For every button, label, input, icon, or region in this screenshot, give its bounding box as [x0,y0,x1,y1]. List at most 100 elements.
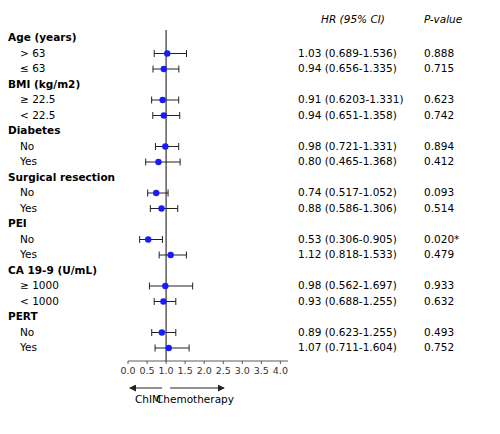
x-tick [147,361,148,364]
ci-cap [186,50,187,57]
p-text: 0.020* [424,233,459,245]
p-text: 0.888 [424,47,454,59]
hr-text: 1.07 (0.711-1.604) [298,341,397,353]
hr-text: 0.74 (0.517-1.052) [298,186,397,198]
hr-text: 0.89 (0.623-1.255) [298,326,397,338]
group-label: CA 19-9 (U/mL) [8,264,97,276]
point-estimate [161,112,167,118]
ci-cap [178,143,179,150]
ci-cap [154,50,155,57]
ci-cap [175,329,176,336]
point-estimate [159,97,165,103]
x-tick [128,361,129,364]
point-estimate [162,283,168,289]
p-text: 0.514 [424,202,454,214]
ci-cap [155,143,156,150]
direction-arrow [130,388,162,389]
row-label: > 63 [20,47,46,59]
ci-cap [162,236,163,243]
row-label: No [20,233,34,245]
x-tick [204,361,205,364]
ci-cap [154,298,155,305]
hr-text: 0.53 (0.306-0.905) [298,233,397,245]
point-estimate [155,159,161,165]
direction-arrow [170,388,224,389]
ci-cap [151,329,152,336]
p-text: 0.493 [424,326,454,338]
row-label: < 1000 [20,295,59,307]
hr-text: 0.98 (0.721-1.331) [298,140,397,152]
x-tick-label: 1.0 [159,365,174,376]
ci-cap [155,345,156,352]
reference-line [165,30,166,361]
row-label: Yes [19,202,37,214]
row-label: ≤ 63 [20,62,46,74]
hr-text: 0.94 (0.656-1.335) [298,62,397,74]
p-text: 0.093 [424,186,454,198]
x-tick [166,361,167,364]
p-text: 0.742 [424,109,454,121]
ci-cap [179,112,180,119]
ci-cap [159,252,160,259]
x-tick [280,361,281,364]
column-header: HR (95% CI) [321,13,385,25]
ci-cap [150,205,151,212]
hr-text: 0.93 (0.688-1.255) [298,295,397,307]
row-label: No [20,186,34,198]
row-label: ≥ 1000 [20,279,59,291]
hr-text: 0.98 (0.562-1.697) [298,279,397,291]
p-text: 0.933 [424,279,454,291]
ci-cap [186,252,187,259]
x-tick [223,361,224,364]
point-estimate [166,345,172,351]
row-label: Yes [19,341,37,353]
group-label: Surgical resection [8,171,115,183]
point-estimate [162,143,168,149]
chart: HR (95% CI) P-value Age (years) > 63 1.03 (0… [0,0,500,434]
x-tick-label: 0.0 [120,365,135,376]
hr-text: 1.03 (0.689-1.536) [298,47,397,59]
x-tick-label: 2.5 [216,365,231,376]
ci-cap [151,97,152,104]
ci-cap [177,205,178,212]
p-text: 0.752 [424,341,454,353]
p-text: 0.715 [424,62,454,74]
ci-line [155,348,189,349]
ci-cap [139,236,140,243]
ci-cap [189,345,190,352]
column-header: P-value [424,13,462,25]
hr-text: 0.80 (0.465-1.368) [298,155,397,167]
point-estimate [159,329,165,335]
p-text: 0.412 [424,155,454,167]
row-label: Yes [19,248,37,260]
row-label: No [20,326,34,338]
ci-cap [192,283,193,290]
ci-cap [178,97,179,104]
x-tick [261,361,262,364]
point-estimate [160,298,166,304]
x-axis [128,361,288,362]
p-text: 0.632 [424,295,454,307]
x-tick [242,361,243,364]
ci-cap [168,190,169,197]
p-text: 0.894 [424,140,454,152]
row-label: No [20,140,34,152]
ci-cap [152,112,153,119]
group-label: Age (years) [8,31,77,43]
ci-cap [152,66,153,73]
row-label: ≥ 22.5 [20,93,56,105]
group-label: Diabetes [8,124,60,136]
point-estimate [145,236,151,242]
group-label: PEI [8,217,27,229]
point-estimate [167,252,173,258]
point-estimate [164,50,170,56]
hr-text: 0.88 (0.586-1.306) [298,202,397,214]
row-texts: Age (years) > 63 1.03 (0.689-1.536) 0.888 ≤ … [8,31,459,353]
hr-text: 0.91 (0.6203-1.331) [298,93,404,105]
ci-line [146,162,180,163]
hr-text: 1.12 (0.818-1.533) [298,248,397,260]
ci-cap [149,283,150,290]
ci-cap [175,298,176,305]
x-tick-label: 3.5 [254,365,269,376]
group-label: PERT [8,310,38,322]
